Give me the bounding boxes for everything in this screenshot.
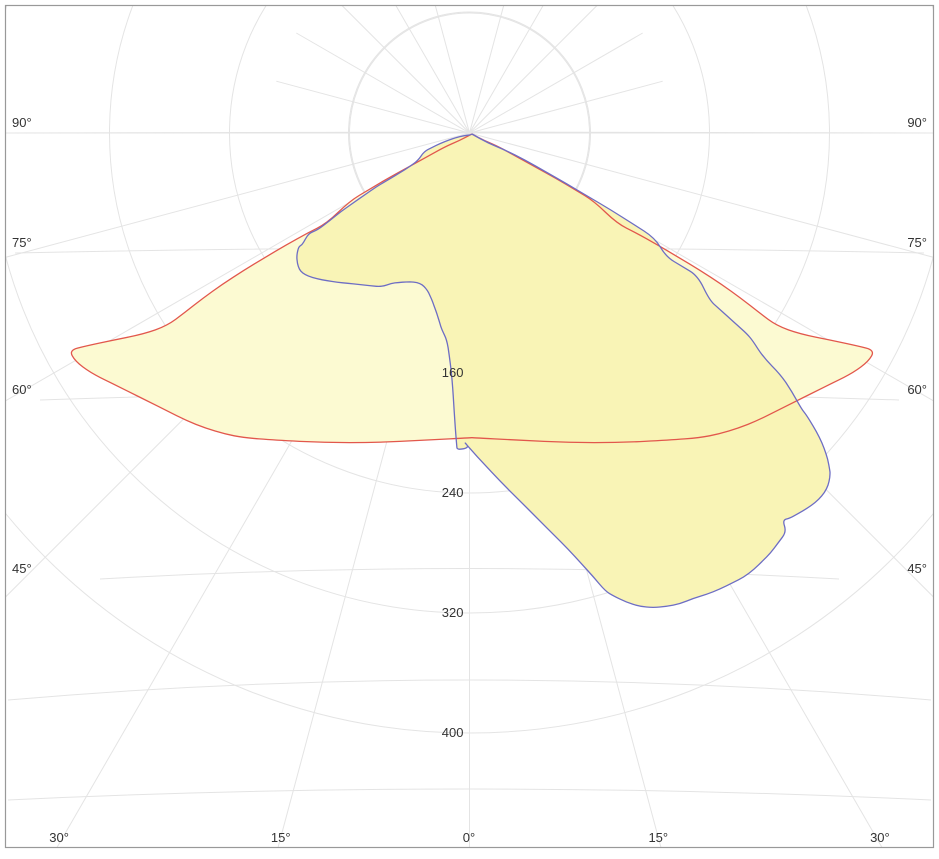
svg-text:75°: 75° xyxy=(12,235,32,250)
svg-text:60°: 60° xyxy=(12,382,32,397)
svg-text:90°: 90° xyxy=(12,115,32,130)
svg-text:90°: 90° xyxy=(907,115,927,130)
svg-text:0°: 0° xyxy=(463,830,475,845)
svg-text:320: 320 xyxy=(442,605,464,620)
svg-text:60°: 60° xyxy=(907,382,927,397)
svg-text:30°: 30° xyxy=(49,830,69,845)
svg-text:75°: 75° xyxy=(907,235,927,250)
svg-text:15°: 15° xyxy=(648,830,668,845)
svg-text:30°: 30° xyxy=(870,830,890,845)
svg-text:45°: 45° xyxy=(907,561,927,576)
svg-text:45°: 45° xyxy=(12,561,32,576)
svg-text:15°: 15° xyxy=(271,830,291,845)
svg-text:240: 240 xyxy=(442,485,464,500)
svg-text:400: 400 xyxy=(442,725,464,740)
svg-text:160: 160 xyxy=(442,365,464,380)
